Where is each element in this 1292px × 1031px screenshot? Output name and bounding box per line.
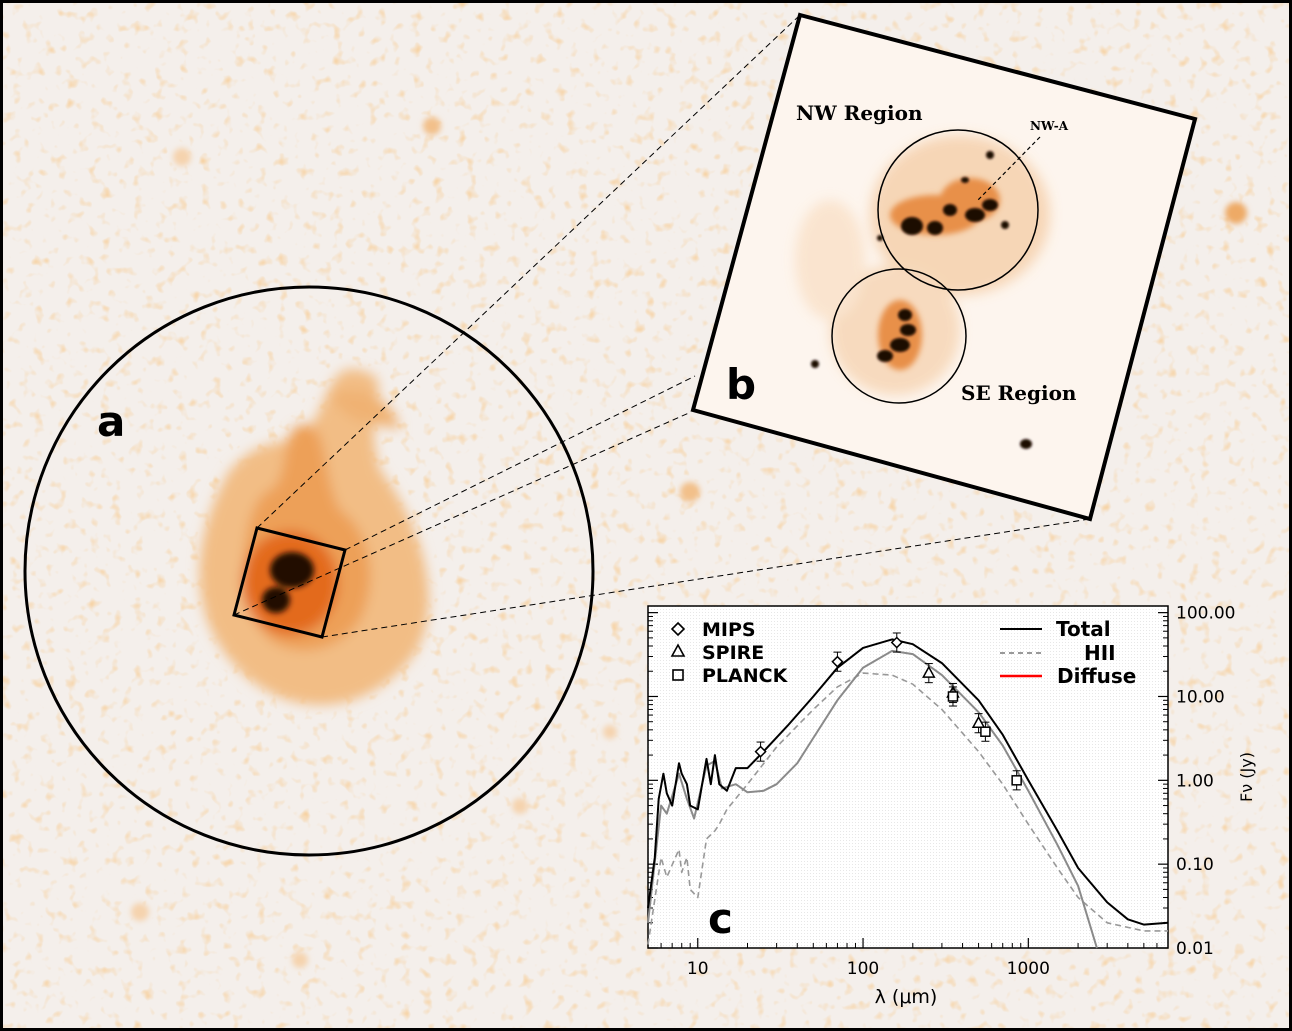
legend-marker-label: MIPS [702, 619, 756, 641]
legend-markers: MIPS SPIRE PLANCK [670, 619, 789, 687]
nw-region-circle [877, 129, 1039, 291]
x-axis-label: λ (μm) [875, 986, 938, 1008]
y-tick-label: 100.00 [1176, 604, 1235, 624]
series-line-total [647, 638, 1169, 926]
panel-a: a [23, 285, 595, 857]
data-point-planck [1011, 775, 1022, 786]
x-tick-label: 1000 [1007, 959, 1050, 979]
legend-marker-label: PLANCK [702, 665, 789, 687]
zoom-connector-lines [233, 14, 1091, 638]
legend-line-label: Total [1056, 617, 1111, 641]
x-tick-label: 10 [687, 959, 709, 979]
y-tick-label: 10.00 [1176, 687, 1225, 707]
data-point-mips [890, 636, 903, 649]
legend-line-label: Diffuse [1057, 664, 1136, 688]
y-tick-label: 0.01 [1176, 939, 1214, 959]
legend-marker-label: SPIRE [702, 642, 764, 664]
data-point-mips [831, 655, 844, 668]
x-tick-label: 100 [847, 959, 879, 979]
data-point-planck [980, 726, 991, 737]
legend-line-label: HII [1084, 641, 1116, 665]
legend-square-icon [672, 669, 684, 681]
sed-observations [754, 632, 1022, 791]
panel-b: NW Region SE Region NW-A b [690, 12, 1198, 522]
series-line-diffuse [647, 649, 1098, 949]
legend-diamond-icon [670, 621, 686, 637]
sed-axis-ticks: 10 100 1000 100.00 10.00 1.00 0.10 0.01 [647, 604, 1235, 979]
panel-b-emission [795, 135, 1050, 449]
nw-region-label: NW Region [796, 101, 923, 125]
panel-b-letter: b [726, 360, 756, 409]
data-point-spire [922, 665, 936, 678]
se-region-label: SE Region [961, 381, 1077, 405]
y-tick-label: 0.10 [1176, 855, 1214, 875]
se-region-circle [831, 268, 967, 404]
y-axis-label: Fν (Jy) [1237, 752, 1256, 802]
y-tick-label: 1.00 [1176, 771, 1214, 791]
data-point-mips [754, 745, 767, 758]
panel-a-aperture-circle [23, 285, 595, 857]
data-point-spire [971, 715, 986, 728]
series-line-hii [647, 672, 1168, 945]
nw-a-pointer [977, 136, 1041, 201]
nw-a-label: NW-A [1030, 119, 1069, 133]
legend-triangle-icon [670, 643, 686, 657]
panel-a-letter: a [97, 397, 125, 446]
sed-plot-area [647, 605, 1169, 949]
legend-lines: Total HII Diffuse [1000, 617, 1136, 688]
data-point-planck [947, 691, 959, 702]
panel-c-letter: c [708, 894, 733, 943]
sed-curves [647, 638, 1169, 949]
